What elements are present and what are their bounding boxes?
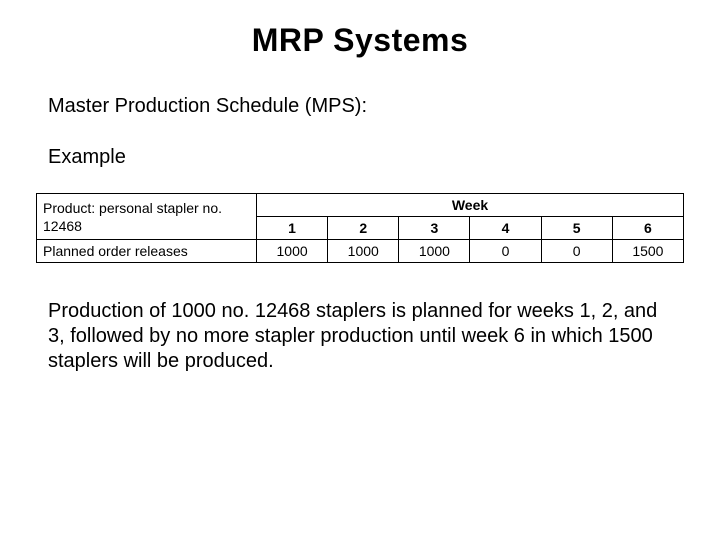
example-label: Example: [48, 146, 720, 169]
col-header: 4: [470, 217, 541, 240]
table-row: Product: personal stapler no. 12468 Week: [37, 194, 684, 217]
value-cell: 0: [470, 240, 541, 263]
mps-table-wrap: Product: personal stapler no. 12468 Week…: [36, 193, 684, 263]
col-header-text: 3: [430, 220, 438, 236]
value-cell: 1000: [328, 240, 399, 263]
product-cell: Product: personal stapler no. 12468: [37, 194, 257, 240]
col-header-text: 1: [288, 220, 296, 236]
col-header: 1: [257, 217, 328, 240]
col-header: 6: [612, 217, 683, 240]
col-header: 2: [328, 217, 399, 240]
week-header-text: Week: [452, 197, 488, 213]
value-cell: 1500: [612, 240, 683, 263]
mps-table: Product: personal stapler no. 12468 Week…: [36, 193, 684, 263]
value-cell: 1000: [399, 240, 470, 263]
week-header: Week: [257, 194, 684, 217]
col-header-text: 6: [644, 220, 652, 236]
col-header-text: 4: [502, 220, 510, 236]
value-cell: 1000: [257, 240, 328, 263]
page-title: MRP Systems: [0, 0, 720, 67]
col-header: 3: [399, 217, 470, 240]
body-text: Production of 1000 no. 12468 staplers is…: [48, 299, 660, 374]
col-header-text: 5: [573, 220, 581, 236]
table-row: Planned order releases 1000 1000 1000 0 …: [37, 240, 684, 263]
value-cell: 0: [541, 240, 612, 263]
col-header-text: 2: [359, 220, 367, 236]
slide: MRP Systems Master Production Schedule (…: [0, 0, 720, 540]
subtitle: Master Production Schedule (MPS):: [48, 95, 720, 118]
col-header: 5: [541, 217, 612, 240]
row-label-cell: Planned order releases: [37, 240, 257, 263]
